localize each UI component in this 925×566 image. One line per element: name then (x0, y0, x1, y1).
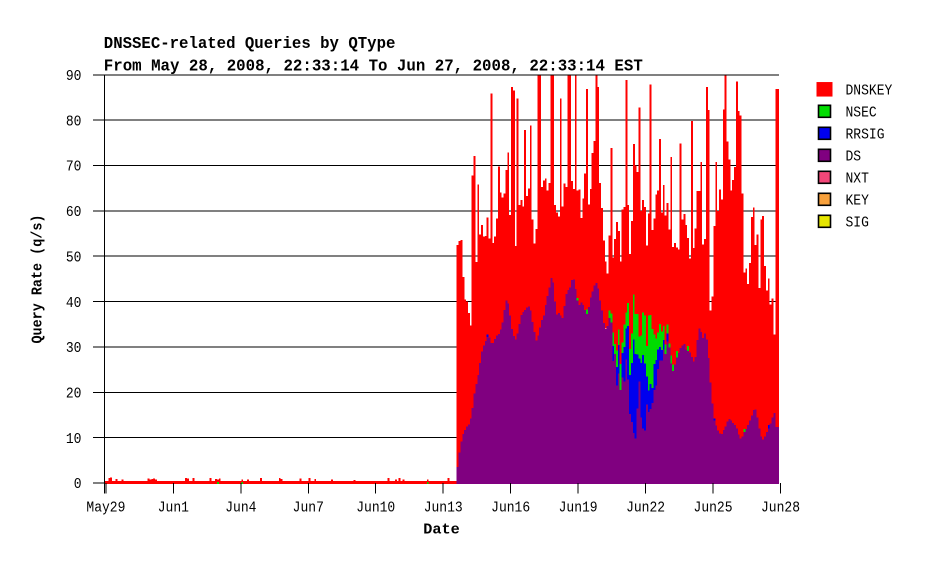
svg-text:DNSKEY: DNSKEY (846, 83, 893, 100)
svg-text:Jun7: Jun7 (293, 500, 324, 517)
svg-text:30: 30 (66, 340, 82, 357)
svg-text:SIG: SIG (846, 215, 869, 232)
svg-text:80: 80 (66, 113, 82, 130)
svg-text:RRSIG: RRSIG (846, 127, 885, 144)
svg-text:Jun4: Jun4 (225, 500, 256, 517)
svg-text:90: 90 (66, 68, 82, 85)
svg-text:50: 50 (66, 249, 82, 266)
svg-text:10: 10 (66, 431, 82, 448)
svg-text:0: 0 (74, 476, 82, 493)
svg-text:DNSSEC-related Queries by QTyp: DNSSEC-related Queries by QType (104, 35, 396, 54)
svg-text:NXT: NXT (846, 171, 869, 188)
svg-text:Jun19: Jun19 (559, 500, 598, 517)
svg-text:Jun13: Jun13 (424, 500, 463, 517)
svg-text:40: 40 (66, 295, 82, 312)
svg-text:Jun1: Jun1 (158, 500, 189, 517)
svg-text:KEY: KEY (846, 193, 869, 210)
svg-text:Jun10: Jun10 (356, 500, 395, 517)
svg-text:Jun28: Jun28 (761, 500, 800, 517)
svg-text:70: 70 (66, 159, 82, 176)
svg-text:Jun25: Jun25 (694, 500, 733, 517)
svg-text:20: 20 (66, 385, 82, 402)
svg-text:Date: Date (423, 522, 460, 539)
svg-text:DS: DS (846, 149, 862, 166)
svg-text:Jun22: Jun22 (626, 500, 665, 517)
svg-text:May29: May29 (86, 500, 125, 517)
svg-text:60: 60 (66, 204, 82, 221)
svg-text:Query Rate (q/s): Query Rate (q/s) (30, 215, 47, 344)
svg-text:Jun16: Jun16 (491, 500, 530, 517)
svg-text:From May 28, 2008, 22:33:14 To: From May 28, 2008, 22:33:14 To Jun 27, 2… (104, 58, 643, 77)
svg-text:NSEC: NSEC (846, 105, 877, 122)
